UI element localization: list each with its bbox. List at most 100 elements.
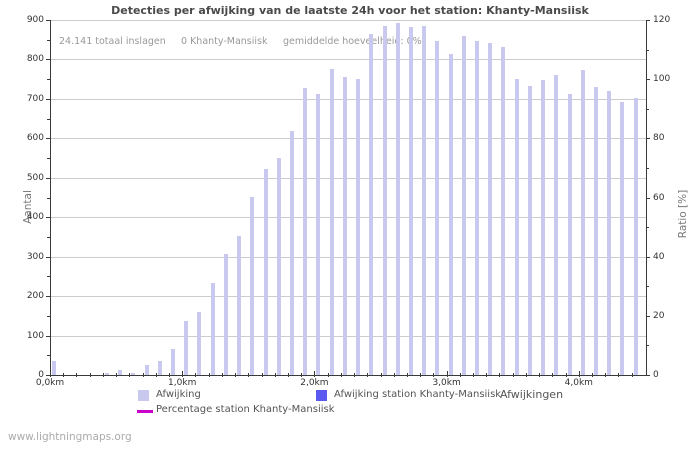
bar bbox=[594, 87, 598, 375]
bar bbox=[158, 361, 162, 375]
x-axis-minor-tick bbox=[143, 373, 144, 377]
y2-axis-minor-tick bbox=[646, 286, 649, 287]
legend-swatch-afwijking bbox=[138, 390, 149, 401]
annotation-average: gemiddelde hoeveelheid: 0% bbox=[283, 36, 422, 47]
bar bbox=[277, 158, 281, 375]
legend-swatch-station bbox=[316, 390, 327, 401]
x-axis-minor-tick bbox=[76, 373, 77, 377]
x-axis-minor-tick bbox=[195, 373, 196, 377]
y2-axis-minor-tick bbox=[646, 50, 649, 51]
x-axis-minor-tick bbox=[63, 373, 64, 377]
y-axis-major-tick bbox=[46, 375, 50, 376]
bar bbox=[250, 197, 254, 375]
x-axis-minor-tick bbox=[90, 373, 91, 377]
y-axis-tick-label: 600 bbox=[26, 133, 44, 144]
plot-area: 24.141 totaal inslagen 0 Khanty-Mansiisk… bbox=[50, 20, 647, 376]
y-axis-tick-label: 900 bbox=[26, 15, 44, 25]
y2-axis-minor-tick bbox=[646, 109, 649, 110]
y-axis-tick-label: 400 bbox=[26, 212, 44, 223]
y-axis-tick-label: 0 bbox=[38, 370, 44, 380]
y2-axis-minor-tick bbox=[646, 227, 649, 228]
y-axis-tick-label: 300 bbox=[26, 251, 44, 262]
annotation-station-count: 0 Khanty-Mansiisk bbox=[181, 36, 268, 47]
bar bbox=[568, 94, 572, 375]
y2-axis-tick-label: 40 bbox=[653, 251, 665, 262]
y2-axis-major-tick bbox=[646, 138, 650, 139]
x-axis-minor-tick bbox=[288, 373, 289, 377]
x-axis-tick-label: 4,0km bbox=[564, 378, 593, 388]
x-axis-minor-tick bbox=[354, 373, 355, 377]
x-axis-minor-tick bbox=[129, 373, 130, 377]
x-axis-tick-label: 1,0km bbox=[168, 378, 197, 388]
x-axis-minor-tick bbox=[301, 373, 302, 377]
bar bbox=[145, 365, 149, 375]
x-axis-minor-tick bbox=[486, 373, 487, 377]
y-axis-minor-tick bbox=[47, 276, 50, 277]
bar bbox=[184, 321, 188, 375]
x-axis-minor-tick bbox=[235, 373, 236, 377]
y-axis-major-tick bbox=[46, 59, 50, 60]
y-axis-major-tick bbox=[46, 257, 50, 258]
bar bbox=[620, 102, 624, 375]
bar bbox=[105, 373, 109, 375]
y2-axis-tick-label: 100 bbox=[653, 74, 671, 85]
x-axis-minor-tick bbox=[328, 373, 329, 377]
x-axis-minor-tick bbox=[632, 373, 633, 377]
gridline bbox=[51, 59, 646, 60]
x-axis-minor-tick bbox=[605, 373, 606, 377]
gridline bbox=[51, 20, 646, 21]
legend-label-percentage: Percentage station Khanty-Mansiisk bbox=[156, 404, 335, 415]
y-axis-minor-tick bbox=[47, 198, 50, 199]
bar bbox=[581, 70, 585, 375]
y-axis-minor-tick bbox=[47, 79, 50, 80]
y-axis-tick-label: 800 bbox=[26, 54, 44, 65]
bar bbox=[449, 54, 453, 375]
x-axis-major-tick bbox=[50, 371, 51, 377]
y2-axis-major-tick bbox=[646, 198, 650, 199]
y-axis-title-left: Aantal bbox=[22, 190, 34, 224]
x-axis-minor-tick bbox=[209, 373, 210, 377]
bar bbox=[171, 349, 175, 375]
bar bbox=[554, 75, 558, 375]
y-axis-minor-tick bbox=[47, 316, 50, 317]
x-axis-minor-tick bbox=[367, 373, 368, 377]
y2-axis-tick-label: 60 bbox=[653, 192, 665, 203]
y-axis-major-tick bbox=[46, 138, 50, 139]
y-axis-tick-label: 200 bbox=[26, 291, 44, 302]
y2-axis-major-tick bbox=[646, 79, 650, 80]
x-axis-minor-tick bbox=[116, 373, 117, 377]
x-axis-minor-tick bbox=[592, 373, 593, 377]
y-axis-minor-tick bbox=[47, 237, 50, 238]
bar bbox=[224, 254, 228, 375]
x-axis-minor-tick bbox=[618, 373, 619, 377]
y2-axis-major-tick bbox=[646, 375, 650, 376]
bar bbox=[396, 23, 400, 375]
legend-label-afwijking: Afwijking bbox=[156, 389, 201, 400]
gridline bbox=[51, 257, 646, 258]
x-axis-minor-tick bbox=[262, 373, 263, 377]
bar bbox=[290, 131, 294, 375]
gridline bbox=[51, 336, 646, 337]
bar bbox=[131, 373, 135, 375]
x-axis-minor-tick bbox=[103, 373, 104, 377]
y2-axis-tick-label: 80 bbox=[653, 133, 665, 144]
x-axis-minor-tick bbox=[248, 373, 249, 377]
y-axis-major-tick bbox=[46, 99, 50, 100]
x-axis-major-tick bbox=[579, 371, 580, 377]
y-axis-minor-tick bbox=[47, 355, 50, 356]
x-axis-major-tick bbox=[182, 371, 183, 377]
x-axis-minor-tick bbox=[222, 373, 223, 377]
x-axis-minor-tick bbox=[539, 373, 540, 377]
y-axis-major-tick bbox=[46, 296, 50, 297]
x-axis-minor-tick bbox=[394, 373, 395, 377]
x-axis-major-tick bbox=[314, 371, 315, 377]
bar bbox=[356, 79, 360, 375]
y-axis-major-tick bbox=[46, 20, 50, 21]
bar bbox=[488, 43, 492, 375]
bar bbox=[237, 236, 241, 375]
bar bbox=[409, 27, 413, 375]
x-axis-minor-tick bbox=[566, 373, 567, 377]
bar bbox=[330, 69, 334, 375]
x-axis-title: Afwijkingen bbox=[500, 388, 564, 401]
